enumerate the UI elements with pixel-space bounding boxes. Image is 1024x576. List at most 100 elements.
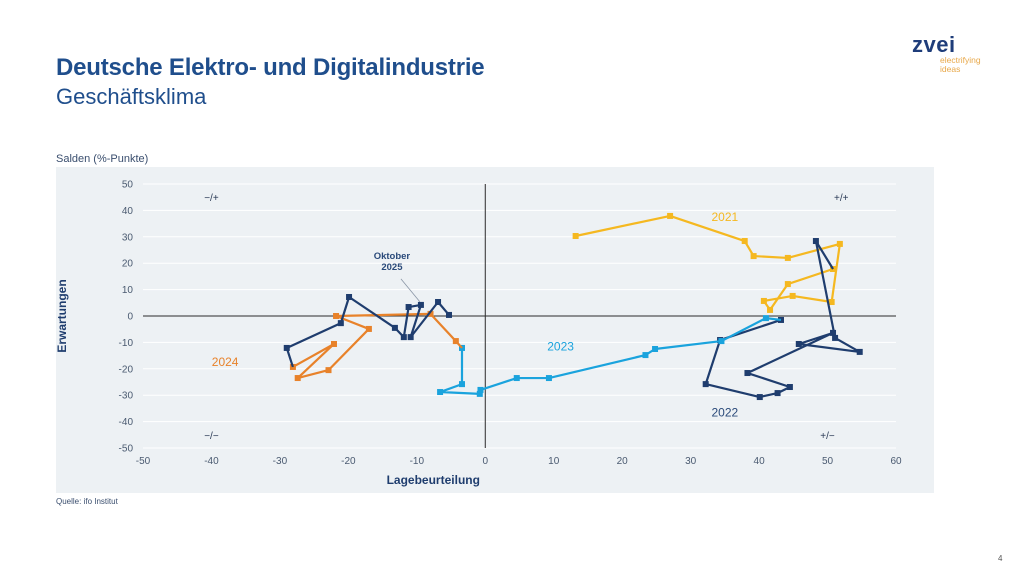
data-point [346,293,353,300]
data-point [365,325,372,332]
y-tick-label: -50 [119,444,134,455]
quadrant-label-bottom-left: −/− [204,431,219,442]
series-line-2023 [438,317,782,395]
series-2023 [437,315,782,397]
tick-labels: -50 -40 -30 -20 -10 0 10 20 30 40 50 -50 -40 -30 -20 -1… [119,180,902,468]
data-point [718,338,725,345]
y-tick-label: 10 [122,285,134,296]
data-point [437,389,444,396]
data-point [452,338,459,345]
data-point [789,292,796,299]
x-tick-label: -50 [136,456,151,467]
data-point [476,390,483,397]
data-point [330,340,337,347]
series-2025 [283,293,452,368]
data-point [830,329,837,336]
x-tick-label: 50 [822,456,834,467]
data-point [545,375,552,382]
y-tick-label: 40 [122,206,134,217]
data-point [702,381,709,388]
data-point [407,334,414,341]
data-point [832,334,839,341]
y-tick-label: 50 [122,180,134,191]
y-tick-label: -10 [119,338,134,349]
quadrant-label-bottom-right: +/− [820,431,835,442]
data-point [513,375,520,382]
annotation-pointer [400,278,421,303]
series-group [283,212,863,401]
x-tick-label: 10 [548,456,560,467]
page-number: 4 [998,554,1003,563]
data-point [417,301,424,308]
source-note: Quelle: ifo Institut [56,497,118,506]
series-label-2024: 2024 [212,355,239,369]
data-point [774,390,781,397]
y-tick-label: -40 [119,417,134,428]
logo-wordmark: zvei [912,32,956,57]
data-point [337,320,344,327]
y-tick-label: 30 [122,232,134,243]
x-tick-label: -40 [204,456,219,467]
zvei-logo: zvei electrifying ideas [912,34,981,74]
data-point [652,346,659,352]
x-tick-label: -10 [410,456,425,467]
quadrant-label-top-left: −/+ [204,193,219,204]
data-point [667,212,674,219]
data-point [458,381,465,388]
data-point [445,311,452,318]
logo-tagline-2: ideas [940,64,961,74]
data-point [750,253,757,260]
y-tick-label: 20 [122,259,134,270]
data-point [741,238,748,245]
data-point [294,375,301,382]
data-point [756,394,763,401]
y-axis-label: Erwartungen [55,279,69,352]
data-point [427,310,434,317]
data-point [333,313,340,319]
data-point [283,344,290,351]
quadrant-label-top-right: +/+ [834,193,849,204]
data-point [572,233,579,240]
data-point [642,352,649,359]
x-tick-label: 60 [890,456,902,467]
y-tick-label: -20 [119,364,134,375]
data-point [836,240,843,247]
x-tick-label: -20 [341,456,356,467]
data-point [760,297,767,304]
data-point [405,304,412,311]
x-tick-label: 20 [617,456,629,467]
series-2024 [289,310,463,382]
data-point [762,315,769,322]
y-tick-label: 0 [127,312,133,323]
annotation-month: Oktober [374,251,411,262]
data-point [391,324,398,331]
annotation-year: 2025 [381,262,403,273]
data-point [784,281,791,288]
data-point [856,348,863,355]
series-2022 [702,238,863,401]
x-axis-label: Lagebeurteilung [387,473,480,487]
series-label-2023: 2023 [547,339,574,353]
series-line-2021 [575,214,841,312]
unit-label: Salden (%-Punkte) [56,153,149,165]
chart-background [56,167,934,493]
data-point [477,386,484,393]
x-tick-label: 0 [482,456,488,467]
page-title: Deutsche Elektro- und Digitalindustrie [56,54,485,81]
data-point [828,299,835,306]
data-point [435,299,442,306]
logo-tagline-1: electrifying [940,55,981,65]
data-point [744,370,751,377]
y-tick-label: -30 [119,391,134,402]
x-tick-label: 30 [685,456,697,467]
x-tick-label: -30 [273,456,288,467]
data-point [325,367,332,374]
data-point [767,306,774,313]
data-point [795,340,802,347]
axes [143,184,896,448]
data-point [812,238,819,245]
data-point [784,254,791,261]
series-label-2021: 2021 [712,210,739,224]
